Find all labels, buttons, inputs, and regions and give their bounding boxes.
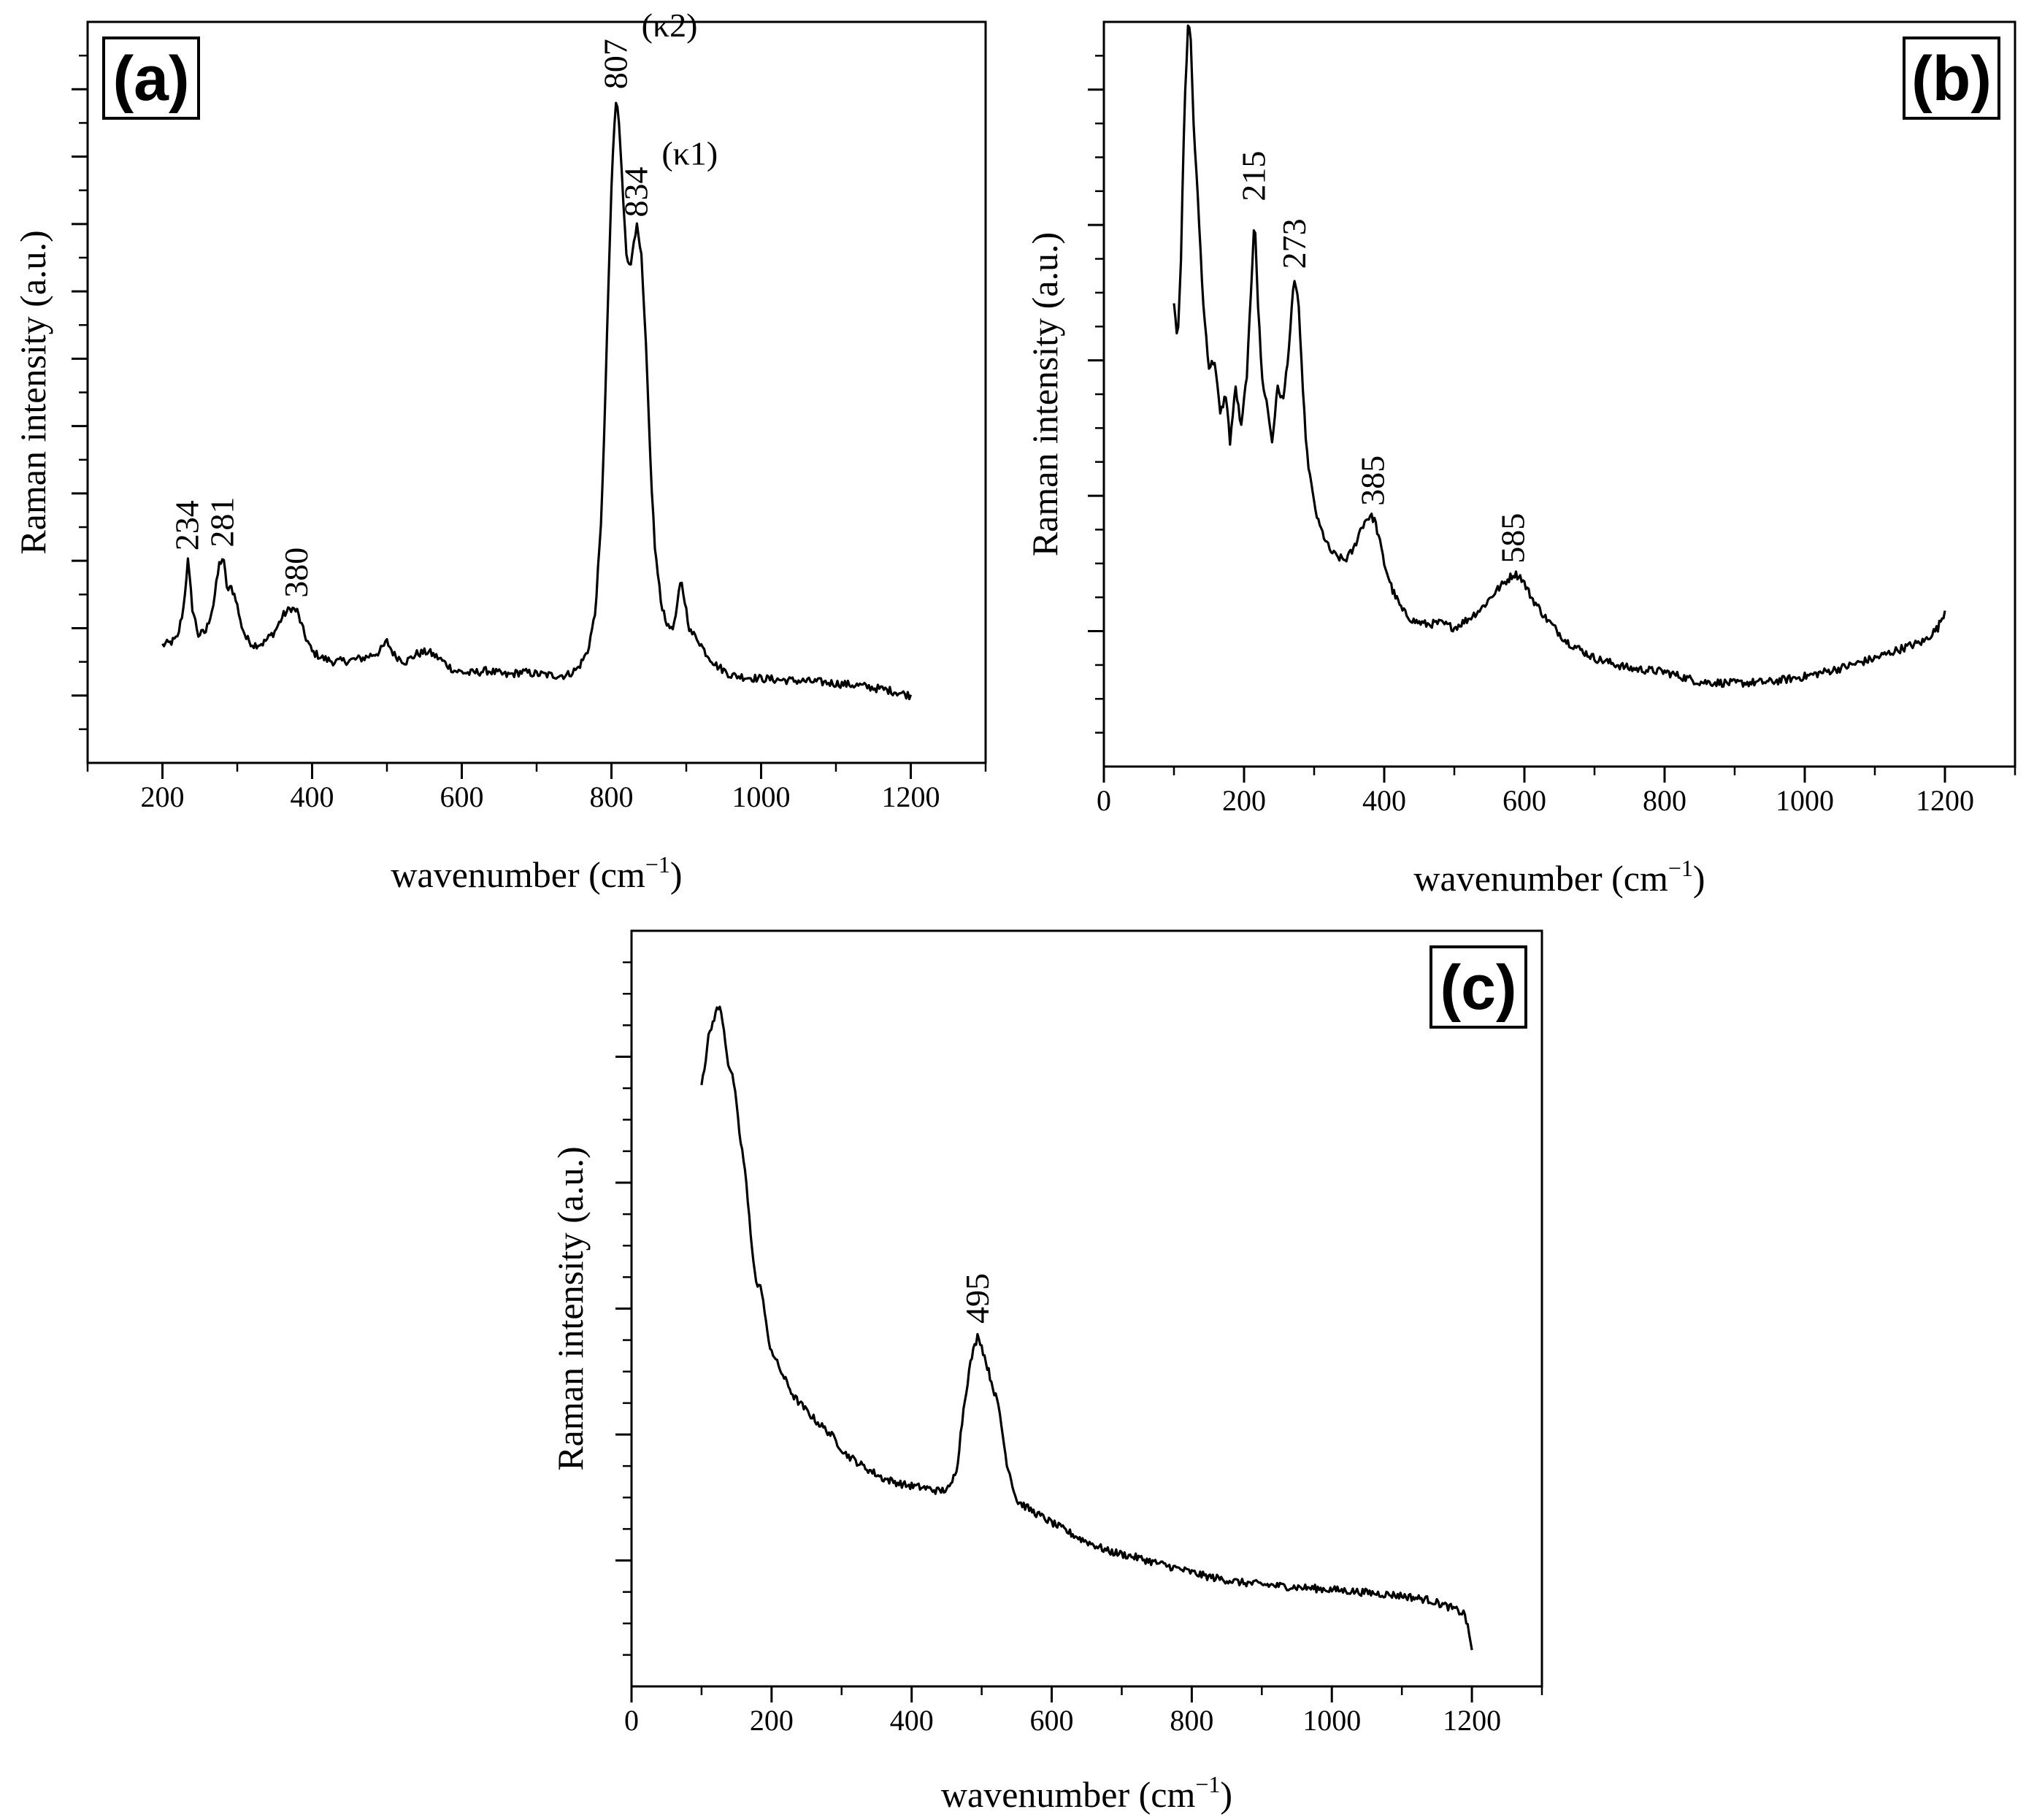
x-tick-label: 800 (590, 780, 634, 813)
peak-label: 380 (277, 548, 315, 598)
x-tick-label: 800 (1643, 784, 1686, 817)
panel-label-box (1903, 37, 2000, 120)
peak-label: 807 (597, 39, 634, 89)
x-tick-label: 1200 (882, 780, 940, 813)
x-tick-label: 800 (1170, 1704, 1213, 1737)
x-axis-label: wavenumber (cm−1) (941, 1771, 1232, 1815)
peak-label: 281 (204, 497, 241, 548)
plot-frame (86, 20, 987, 764)
peak-label: 234 (168, 500, 205, 550)
peak-label: 215 (1235, 151, 1272, 201)
peak-label: 385 (1354, 456, 1392, 506)
x-tick-label: 200 (1222, 784, 1266, 817)
panel-label: (c) (1440, 953, 1516, 1023)
x-tick-label: 0 (624, 1704, 639, 1737)
x-tick-label: 0 (1097, 784, 1111, 817)
panel-c: 0 200 400 600 800 1000 1200 Raman intensity (a.… (550, 929, 1543, 1815)
peak-mode-label: (κ2) (642, 7, 698, 44)
y-axis-label: Raman intensity (a.u.) (12, 230, 53, 554)
peak-label: 273 (1275, 218, 1313, 269)
peak-label: 495 (959, 1273, 996, 1324)
x-tick-label: 600 (1503, 784, 1546, 817)
peak-label: 585 (1494, 513, 1532, 564)
x-tick-label: 200 (750, 1704, 794, 1737)
plot-frame (1102, 20, 2016, 768)
panel-label-box (102, 37, 200, 120)
panel-label: (b) (1911, 44, 1992, 114)
y-axis-label: Raman intensity (a.u.) (1024, 232, 1065, 556)
x-tick-label: 400 (1362, 784, 1406, 817)
panel-b: 0 200 400 600 800 1000 1200 Raman intensity (a.… (1024, 20, 2016, 899)
plot-frame (630, 929, 1543, 1688)
x-axis-label: wavenumber (cm−1) (391, 851, 682, 895)
panel-a: 200 400 600 800 1000 1200 Raman intensity (a.u… (12, 7, 987, 895)
peak-mode-label: (κ1) (661, 134, 718, 172)
panel-label: (a) (112, 44, 189, 114)
x-tick-label: 200 (141, 780, 185, 813)
x-tick-label: 1000 (1776, 784, 1834, 817)
spectrum-line (1173, 24, 1946, 688)
x-tick-label: 1000 (1302, 1704, 1361, 1737)
panel-label-box (1429, 945, 1527, 1029)
x-tick-label: 400 (291, 780, 334, 813)
x-tick-label: 600 (1030, 1704, 1074, 1737)
x-axis-label: wavenumber (cm−1) (1413, 855, 1705, 899)
y-axis-label: Raman intensity (a.u.) (550, 1146, 591, 1470)
x-tick-label: 600 (440, 780, 484, 813)
x-tick-label: 400 (890, 1704, 934, 1737)
x-tick-label: 1200 (1443, 1704, 1501, 1737)
x-tick-label: 1200 (1916, 784, 1974, 817)
peak-label: 834 (617, 166, 654, 217)
x-tick-label: 1000 (732, 780, 791, 813)
spectrum-line (700, 1005, 1473, 1651)
spectrum-line (161, 101, 913, 701)
